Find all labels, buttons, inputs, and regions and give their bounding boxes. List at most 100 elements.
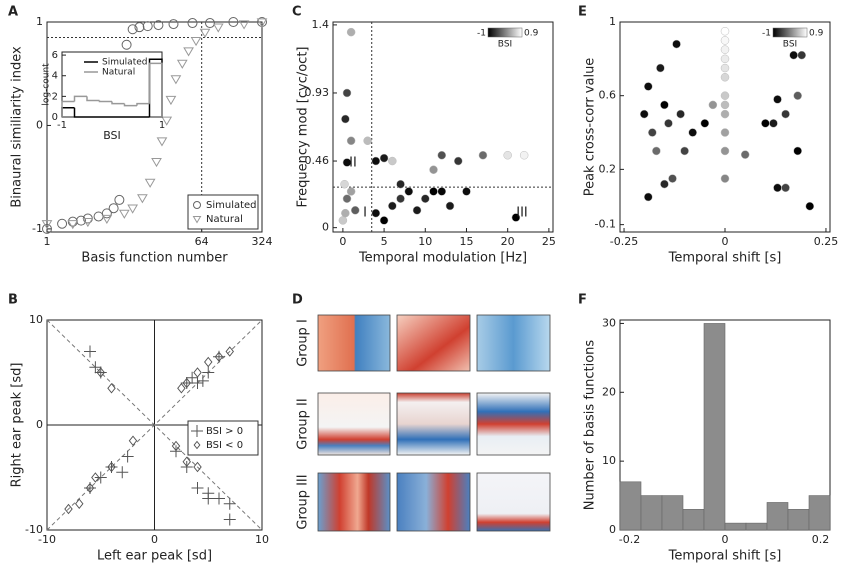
x-axis-label: Temporal modulation [Hz]: [358, 251, 527, 266]
marker: [41, 220, 53, 230]
marker: [101, 214, 113, 225]
marker: [161, 116, 173, 126]
marker: [478, 150, 488, 160]
marker: [773, 183, 782, 193]
bar: [661, 495, 684, 531]
heatmap: [396, 392, 471, 456]
marker: [519, 150, 529, 160]
marker: [700, 119, 710, 128]
x-tick-label: 10: [418, 235, 432, 248]
heatmap: [396, 472, 471, 532]
marker: [144, 178, 156, 188]
marker: [168, 19, 179, 30]
marker: [805, 201, 815, 211]
legend-label: BSI > 0: [206, 426, 243, 437]
marker: [668, 174, 677, 183]
marker: [204, 356, 213, 368]
marker: [127, 24, 138, 35]
marker: [193, 367, 202, 378]
marker: [89, 361, 102, 374]
marker: [114, 194, 125, 205]
row-label: Group I: [296, 319, 311, 367]
marker: [170, 75, 182, 85]
step: [73, 107, 87, 118]
x-tick-label: 0.2: [812, 533, 830, 546]
annotation: III: [516, 206, 528, 221]
marker: [412, 206, 422, 215]
x-tick-label: 1: [159, 120, 165, 131]
marker: [781, 183, 790, 193]
y-tick-label: 0: [36, 418, 43, 431]
bar: [808, 495, 831, 531]
heatmap: [396, 314, 471, 372]
marker: [340, 179, 349, 189]
y-axis-label: Right ear peak [sd]: [10, 363, 25, 488]
marker: [656, 63, 665, 73]
marker: [186, 371, 199, 384]
marker: [134, 22, 145, 33]
x-axis-label: Temporal shift [s]: [668, 251, 782, 266]
colorbar-tick: -1: [762, 29, 771, 39]
marker: [176, 59, 188, 69]
marker: [191, 425, 203, 437]
marker: [238, 20, 250, 30]
marker: [225, 346, 234, 357]
marker: [182, 377, 191, 389]
x-axis-label: Temporal shift [s]: [668, 549, 782, 564]
x-axis-label: Left ear peak [sd]: [97, 549, 212, 564]
y-tick-label: 30: [602, 316, 616, 329]
marker: [182, 456, 191, 468]
y-tick-label: 1: [36, 15, 43, 28]
legend-label: BSI < 0: [206, 440, 243, 451]
marker: [720, 100, 730, 110]
x-tick-label: 64: [195, 235, 209, 248]
legend-label: Natural: [102, 68, 135, 78]
marker: [193, 201, 201, 209]
y-axis-label: Binaural similiarity index: [10, 46, 25, 208]
marker: [648, 128, 657, 137]
marker: [720, 45, 730, 54]
panel-letter: C: [292, 5, 302, 20]
bar: [682, 509, 705, 531]
marker: [256, 18, 268, 28]
marker: [676, 109, 685, 119]
marker: [680, 146, 689, 156]
marker: [644, 82, 653, 91]
marker: [720, 146, 730, 156]
marker: [193, 440, 201, 450]
panel-letter: A: [8, 5, 18, 20]
step: [98, 100, 112, 103]
marker: [342, 158, 352, 167]
marker: [797, 50, 806, 60]
x-axis-label: BSI: [103, 129, 121, 142]
marker: [660, 179, 669, 189]
heatmap: [476, 472, 551, 532]
marker: [212, 23, 224, 33]
marker: [781, 109, 790, 119]
x-tick-label: -10: [38, 533, 56, 546]
y-tick-label: 0.46: [305, 154, 330, 167]
x-tick-label: -0.25: [610, 235, 638, 248]
y-axis-label: Peak cross-corr value: [583, 58, 598, 197]
x-tick-label: 10: [255, 533, 269, 546]
marker: [42, 223, 52, 234]
y-tick-label: 0: [52, 112, 58, 123]
marker: [341, 114, 350, 124]
marker: [94, 471, 107, 484]
marker: [142, 21, 153, 32]
panel-letter: B: [8, 293, 18, 308]
y-tick-label: 0.2: [599, 162, 617, 175]
bar: [619, 481, 642, 531]
marker: [128, 435, 138, 447]
marker: [664, 119, 673, 128]
row-label: Group II: [296, 398, 311, 449]
marker: [342, 194, 352, 203]
marker: [720, 63, 730, 73]
marker: [85, 482, 95, 494]
marker: [64, 503, 73, 515]
row-label: Group III: [296, 474, 311, 529]
marker: [67, 220, 79, 230]
y-tick-label: -10: [25, 523, 43, 536]
x-tick-label: -0.2: [619, 533, 640, 546]
marker: [101, 208, 112, 219]
